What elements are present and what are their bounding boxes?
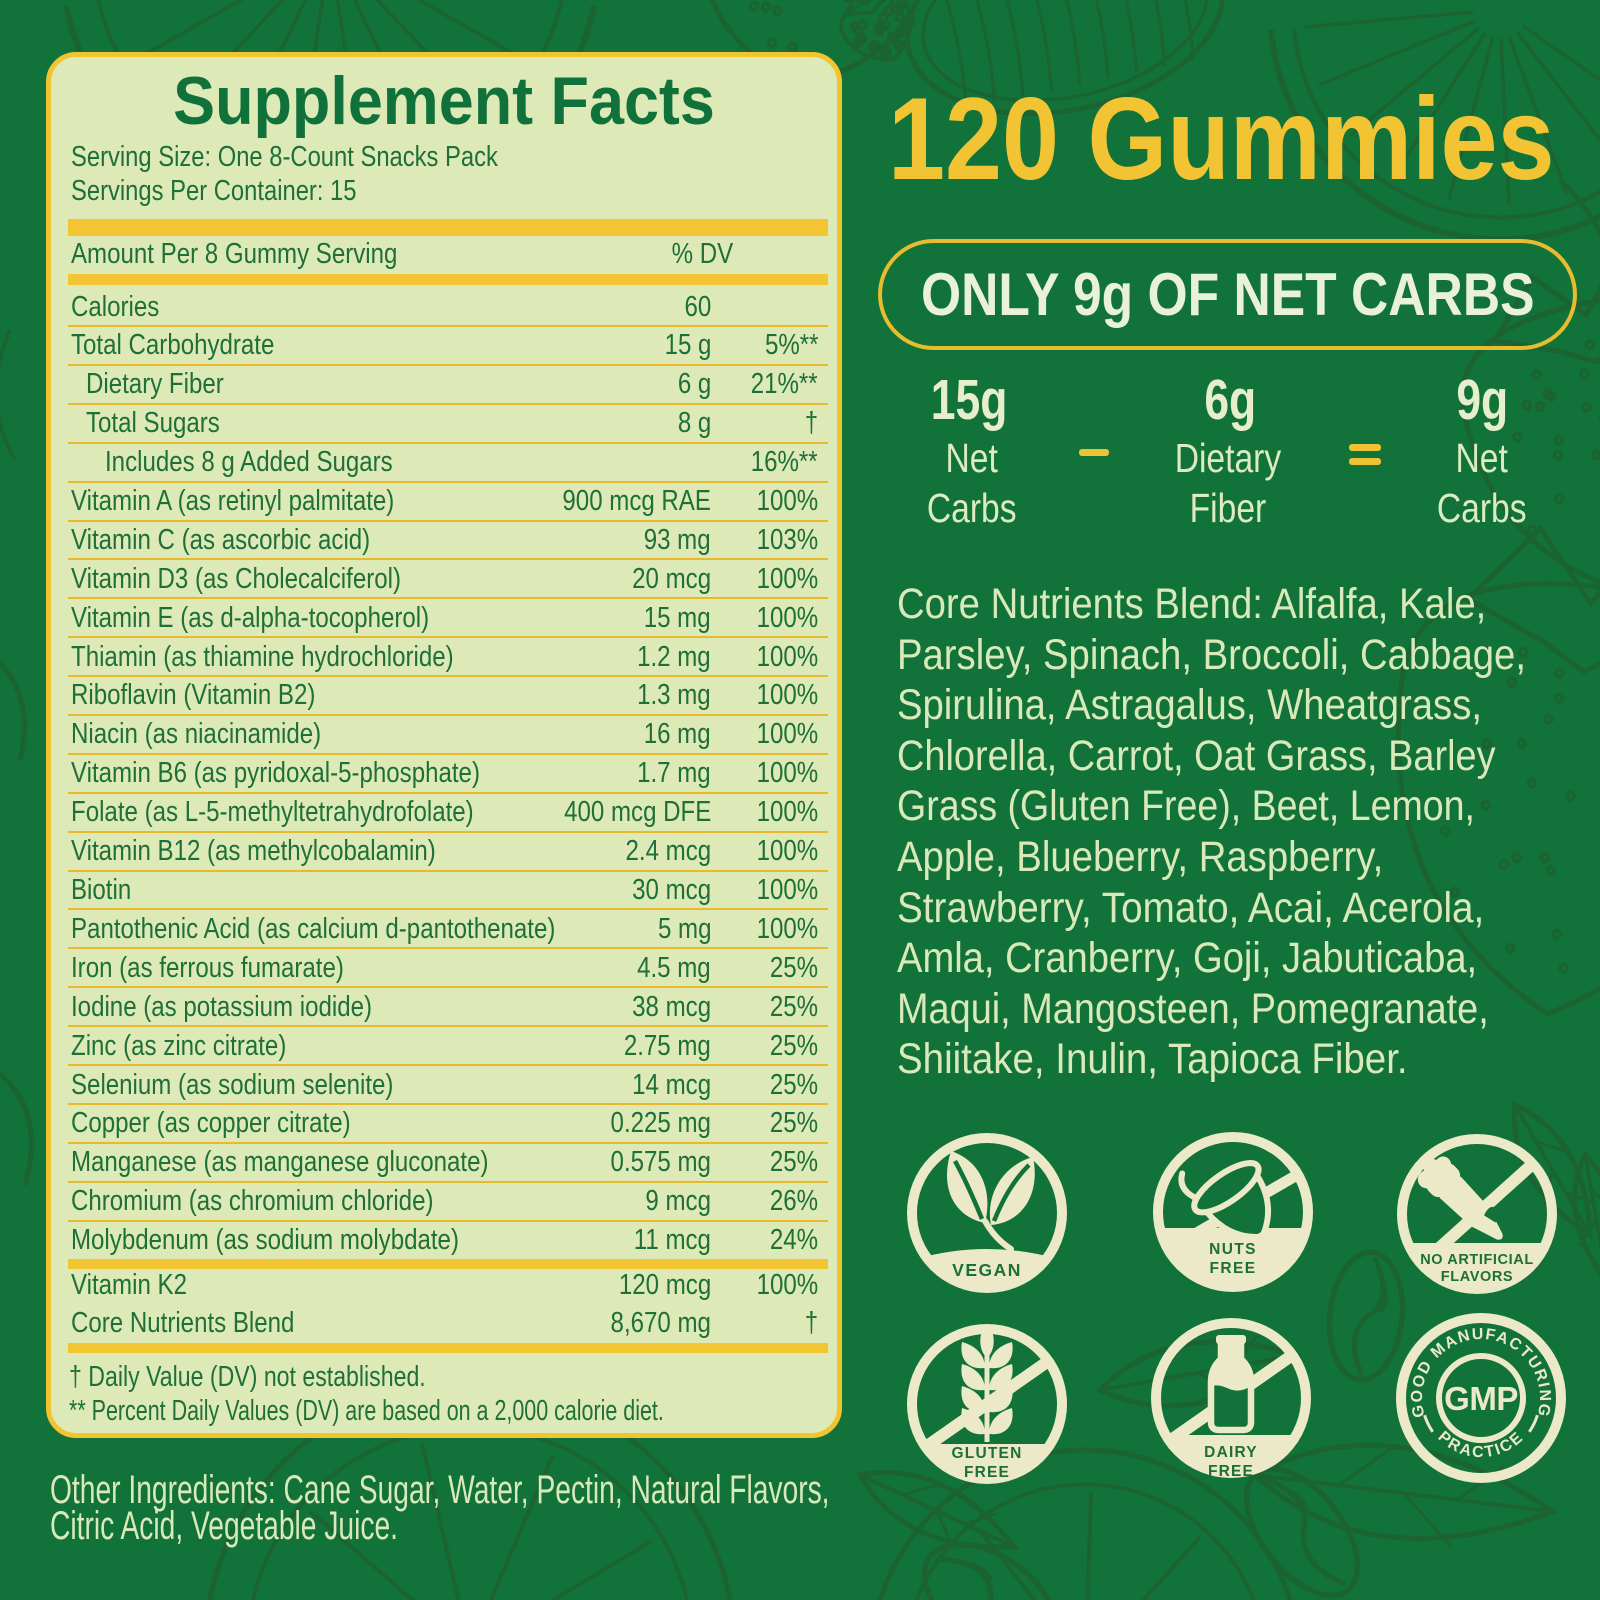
svg-text:DAIRY: DAIRY (1204, 1444, 1258, 1461)
svg-text:FREE: FREE (1210, 1260, 1257, 1277)
svg-text:PRACTICE: PRACTICE (1435, 1428, 1528, 1461)
svg-text:VEGAN: VEGAN (952, 1260, 1022, 1280)
svg-text:FREE: FREE (964, 1464, 1010, 1481)
svg-text:GMP: GMP (1444, 1380, 1518, 1417)
svg-text:FREE: FREE (1208, 1463, 1254, 1480)
svg-text:NUTS: NUTS (1209, 1241, 1257, 1258)
svg-text:NO ARTIFICIAL: NO ARTIFICIAL (1420, 1252, 1534, 1268)
svg-text:GLUTEN: GLUTEN (952, 1445, 1023, 1462)
svg-text:FLAVORS: FLAVORS (1441, 1269, 1513, 1285)
